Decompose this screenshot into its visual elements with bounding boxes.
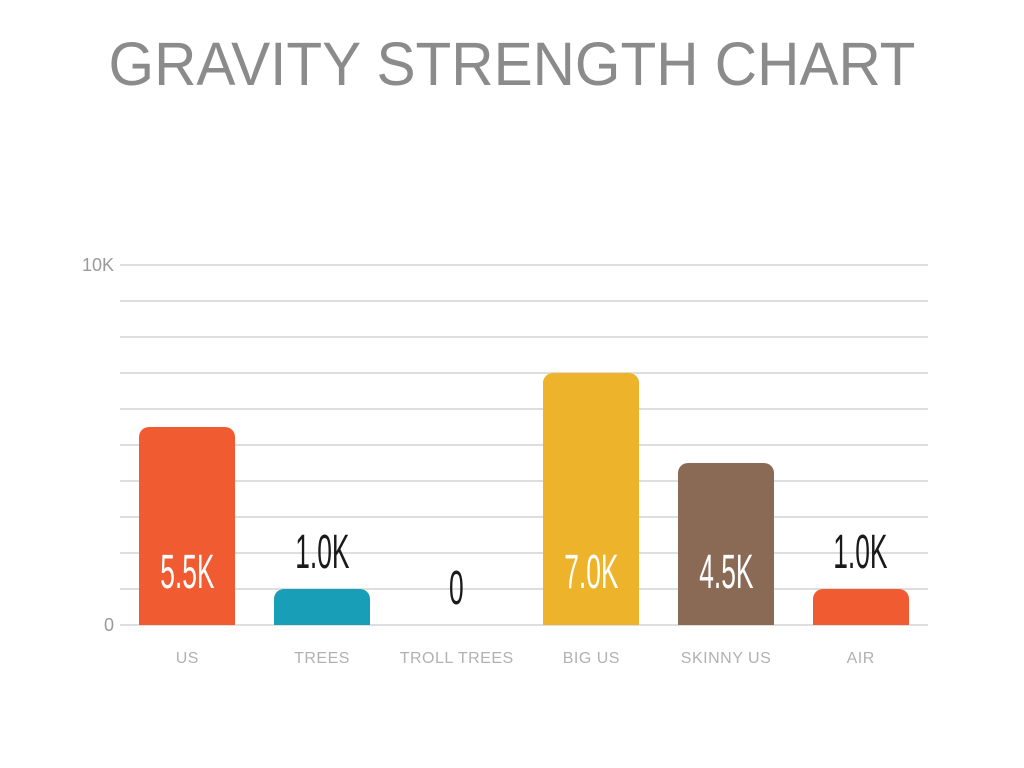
gridline — [120, 516, 928, 518]
bar-us — [139, 427, 236, 625]
bar-value-label-big-us: 7.0K — [564, 546, 619, 599]
bar-slot-air: 1.0K — [793, 265, 928, 625]
gridline — [120, 552, 928, 554]
bar-trees — [274, 589, 370, 625]
bar-slot-skinny-us: 4.5K — [659, 265, 794, 625]
y-axis-tick-10k: 10K — [81, 255, 114, 275]
bar-value-label-wrap-big-us: 7.0K — [524, 549, 659, 597]
bar-value-label-wrap-troll-trees: 0 — [389, 565, 524, 613]
gridline — [120, 588, 928, 590]
gridline — [120, 444, 928, 446]
bar-slot-us: 5.5K — [120, 265, 255, 625]
bar-slot-trees: 1.0K — [255, 265, 390, 625]
bar-skinny-us — [678, 463, 775, 625]
category-label-troll-trees: TROLL TREES — [399, 650, 514, 667]
bar-value-label-air: 1.0K — [833, 526, 888, 579]
bar-slot-troll-trees: 0 — [389, 265, 524, 625]
gridline — [120, 480, 928, 482]
gridline — [120, 264, 928, 266]
category-label-us: US — [175, 650, 199, 667]
bar-series: 5.5K 1.0K 0 7.0K 4.5K 1.0K — [120, 265, 928, 625]
bar-value-label-us: 5.5K — [160, 546, 215, 599]
plot-area: 5.5K 1.0K 0 7.0K 4.5K 1.0K — [120, 264, 928, 626]
x-axis-category-labels: US TREES TROLL TREES BIG US SKINNY US AIR — [120, 650, 928, 668]
bar-value-label-wrap-skinny-us: 4.5K — [659, 549, 794, 597]
bar-big-us — [543, 373, 640, 625]
gridline — [120, 408, 928, 410]
category-label-trees: TREES — [294, 650, 350, 667]
bar-value-label-trees: 1.0K — [294, 526, 350, 579]
bar-value-label-wrap-air: 1.0K — [793, 529, 928, 577]
bar-value-label-wrap-us: 5.5K — [120, 549, 255, 597]
bar-air — [812, 589, 909, 625]
gridline — [120, 372, 928, 374]
category-label-big-us: BIG US — [562, 650, 620, 667]
chart-title: GRAVITY STRENGTH CHART — [108, 30, 916, 98]
category-label-air: AIR — [846, 650, 875, 667]
bar-value-label-wrap-trees: 1.0K — [255, 529, 390, 577]
bar-slot-big-us: 7.0K — [524, 265, 659, 625]
gridline — [120, 336, 928, 338]
category-label-skinny-us: SKINNY US — [680, 650, 772, 667]
y-axis-tick-0: 0 — [103, 615, 114, 635]
bar-value-label-skinny-us: 4.5K — [698, 546, 754, 599]
bar-value-label-troll-trees: 0 — [449, 562, 465, 615]
gridline — [120, 624, 928, 626]
gridline — [120, 300, 928, 302]
